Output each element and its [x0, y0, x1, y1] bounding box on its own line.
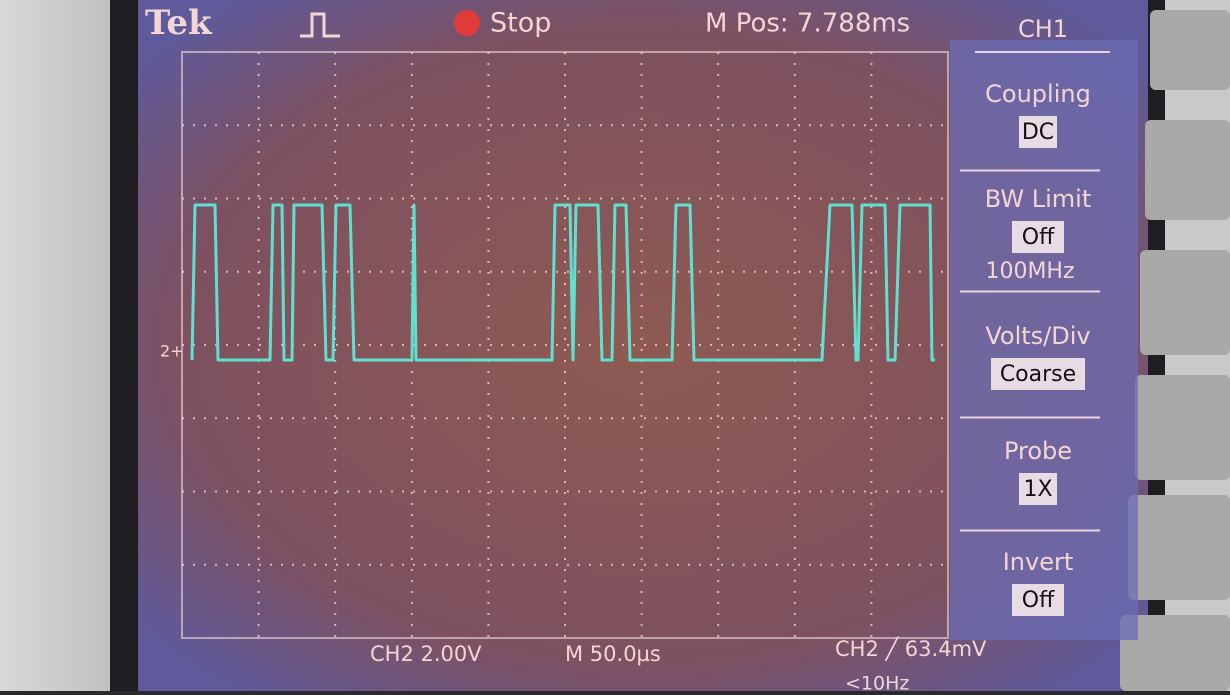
m-pos: M Pos: 7.788ms — [705, 9, 910, 39]
button[interactable] — [1150, 10, 1230, 90]
stop-icon — [454, 10, 480, 36]
menu-label: Invert — [1003, 548, 1074, 576]
menu-value[interactable]: Coarse — [1000, 362, 1076, 387]
timebase: M 50.0µs — [565, 642, 661, 666]
menu-value[interactable]: Off — [1022, 225, 1055, 250]
menu-value[interactable]: 1X — [1023, 477, 1052, 502]
menu-value[interactable]: Off — [1022, 588, 1055, 613]
menu-label: Coupling — [985, 80, 1091, 108]
button[interactable] — [1145, 120, 1230, 220]
button[interactable] — [1128, 495, 1230, 600]
menu-value-box — [1019, 116, 1057, 148]
menu-value-box — [991, 358, 1085, 390]
menu-items: Coupling DC BW Limit Off 100MHz Volts/Div Coar… — [960, 80, 1100, 616]
menu-value-box — [1019, 473, 1057, 505]
run-status: Stop — [490, 8, 551, 39]
brand: Tek — [145, 3, 213, 43]
trigger-icon — [300, 12, 340, 38]
menu-value-box — [1012, 221, 1064, 253]
menu-label: Probe — [1004, 437, 1072, 465]
trigger-level: CH2 ╱ 63.4mV — [835, 636, 987, 662]
ch2-scale: CH2 2.00V — [370, 642, 482, 666]
menu-title: CH1 — [1018, 15, 1068, 43]
menu-value-box — [1012, 584, 1064, 616]
button[interactable] — [1135, 375, 1230, 480]
menu-value[interactable]: DC — [1022, 120, 1054, 145]
trigger-frequency: <10Hz — [845, 673, 909, 692]
button[interactable] — [1120, 615, 1230, 691]
channel-marker: 2+ — [160, 342, 184, 361]
menu-label: Volts/Div — [985, 322, 1090, 350]
graticule — [182, 52, 948, 638]
button[interactable] — [1140, 250, 1230, 355]
menu-label: BW Limit — [985, 185, 1091, 213]
side-buttons — [1120, 10, 1230, 691]
waveform-trace — [190, 203, 935, 362]
menu-extra: 100MHz — [985, 259, 1074, 284]
